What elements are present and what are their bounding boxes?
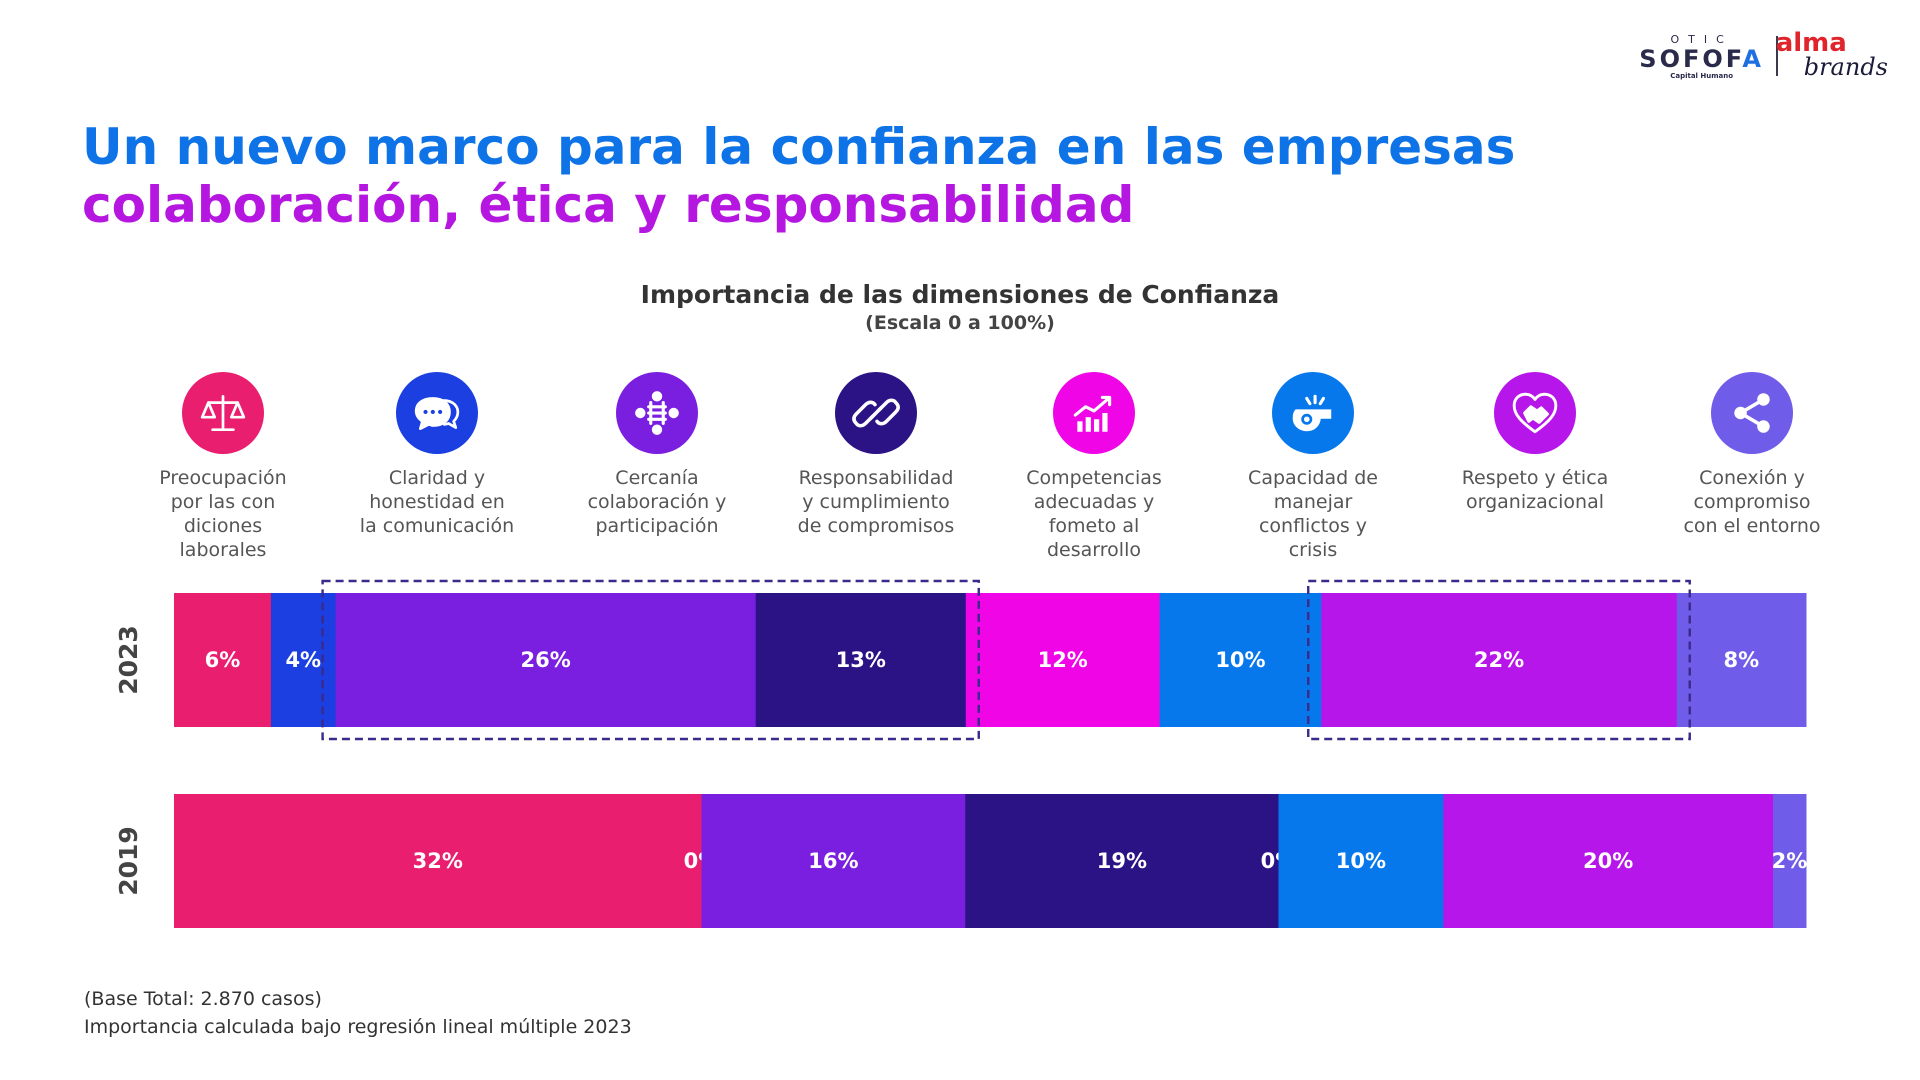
highlight-box: [1307, 579, 1691, 741]
data-label: 10%: [1336, 849, 1386, 873]
category-header: Claridad y honestidad en la comunicación: [347, 372, 527, 538]
category-header: Competencias adecuadas y fometo al desar…: [1004, 372, 1184, 562]
collaboration-icon: [616, 372, 698, 454]
bar-segment: [174, 593, 272, 727]
bar-segment: [1159, 593, 1322, 727]
chat-bubbles-icon: [396, 372, 478, 454]
category-header: Responsabilidad y cumplimiento de compro…: [786, 372, 966, 538]
bar-segment: [1443, 794, 1774, 928]
page-title-line1: Un nuevo marco para la confianza en las …: [82, 118, 1516, 176]
footnote-method: Importancia calculada bajo regresión lin…: [84, 1016, 632, 1038]
category-label: Cercanía colaboración y participación: [587, 467, 727, 537]
category-header: Conexión y compromiso con el entorno: [1662, 372, 1842, 538]
logo-otic-text: OTIC: [1670, 33, 1733, 46]
data-label: 22%: [1474, 648, 1524, 672]
footnote-base: (Base Total: 2.870 casos): [84, 988, 322, 1010]
data-label: 12%: [1038, 648, 1088, 672]
share-icon: [1711, 372, 1793, 454]
logo-sofofa-text: SOFOFA: [1639, 45, 1764, 73]
data-label: 8%: [1724, 648, 1760, 672]
year-label: 2019: [114, 826, 143, 896]
bar-segment: [1676, 593, 1807, 727]
highlight-box: [321, 579, 980, 741]
data-label: 13%: [836, 648, 886, 672]
data-label: 4%: [285, 648, 321, 672]
data-label: 2%: [1772, 849, 1808, 873]
otic-sofofa-logo: OTIC SOFOFA Capital Humano: [1639, 34, 1764, 81]
bar-segment: [335, 593, 757, 727]
data-label: 20%: [1583, 849, 1633, 873]
data-label: 32%: [413, 849, 463, 873]
category-header: Preocupación por las con diciones labora…: [133, 372, 313, 562]
scales-icon: [182, 372, 264, 454]
bar-segment: [965, 593, 1161, 727]
category-label: Respeto y ética organizacional: [1461, 467, 1609, 513]
category-label: Responsabilidad y cumplimiento de compro…: [797, 467, 955, 537]
data-label: 26%: [521, 648, 571, 672]
category-label: Competencias adecuadas y fometo al desar…: [1026, 467, 1162, 561]
bar-segment: [701, 794, 966, 928]
bar-segment: [965, 794, 1279, 928]
year-label: 2023: [114, 625, 143, 695]
category-label: Claridad y honestidad en la comunicación: [359, 467, 515, 537]
data-label: 16%: [808, 849, 858, 873]
chart-title: Importancia de las dimensiones de Confia…: [640, 280, 1280, 309]
handshake-icon: [1494, 372, 1576, 454]
category-label: Preocupación por las con diciones labora…: [159, 467, 287, 561]
data-label: 6%: [205, 648, 241, 672]
bar-segment: [174, 794, 703, 928]
bar-segment: [1278, 794, 1444, 928]
category-header: Capacidad de manejar conflictos y crisis: [1223, 372, 1403, 562]
logo-divider: [1776, 36, 1778, 76]
whistle-icon: [1272, 372, 1354, 454]
page-title-line2: colaboración, ética y responsabilidad: [82, 176, 1135, 234]
category-header: Respeto y ética organizacional: [1445, 372, 1625, 514]
bar-segment: [1773, 794, 1807, 928]
data-label: 19%: [1097, 849, 1147, 873]
bar-segment: [755, 593, 967, 727]
category-header: Cercanía colaboración y participación: [567, 372, 747, 538]
bar-segment: [270, 593, 337, 727]
logo-brands-text: brands: [1803, 53, 1888, 81]
bar-segment: [1321, 593, 1678, 727]
logo-capital-humano-text: Capital Humano: [1670, 72, 1734, 80]
chain-link-icon: [835, 372, 917, 454]
data-label: 10%: [1215, 648, 1265, 672]
growth-chart-icon: [1053, 372, 1135, 454]
category-label: Conexión y compromiso con el entorno: [1683, 467, 1821, 537]
alma-brands-logo: alma brands: [1774, 28, 1888, 81]
brand-logos: OTIC SOFOFA Capital Humano alma brands: [1639, 28, 1896, 81]
page-title: Un nuevo marco para la confianza en las …: [82, 118, 1515, 234]
category-label: Capacidad de manejar conflictos y crisis: [1248, 467, 1378, 561]
logo-alma-text: alma: [1775, 28, 1847, 58]
chart-subtitle: (Escala 0 a 100%): [865, 312, 1055, 334]
